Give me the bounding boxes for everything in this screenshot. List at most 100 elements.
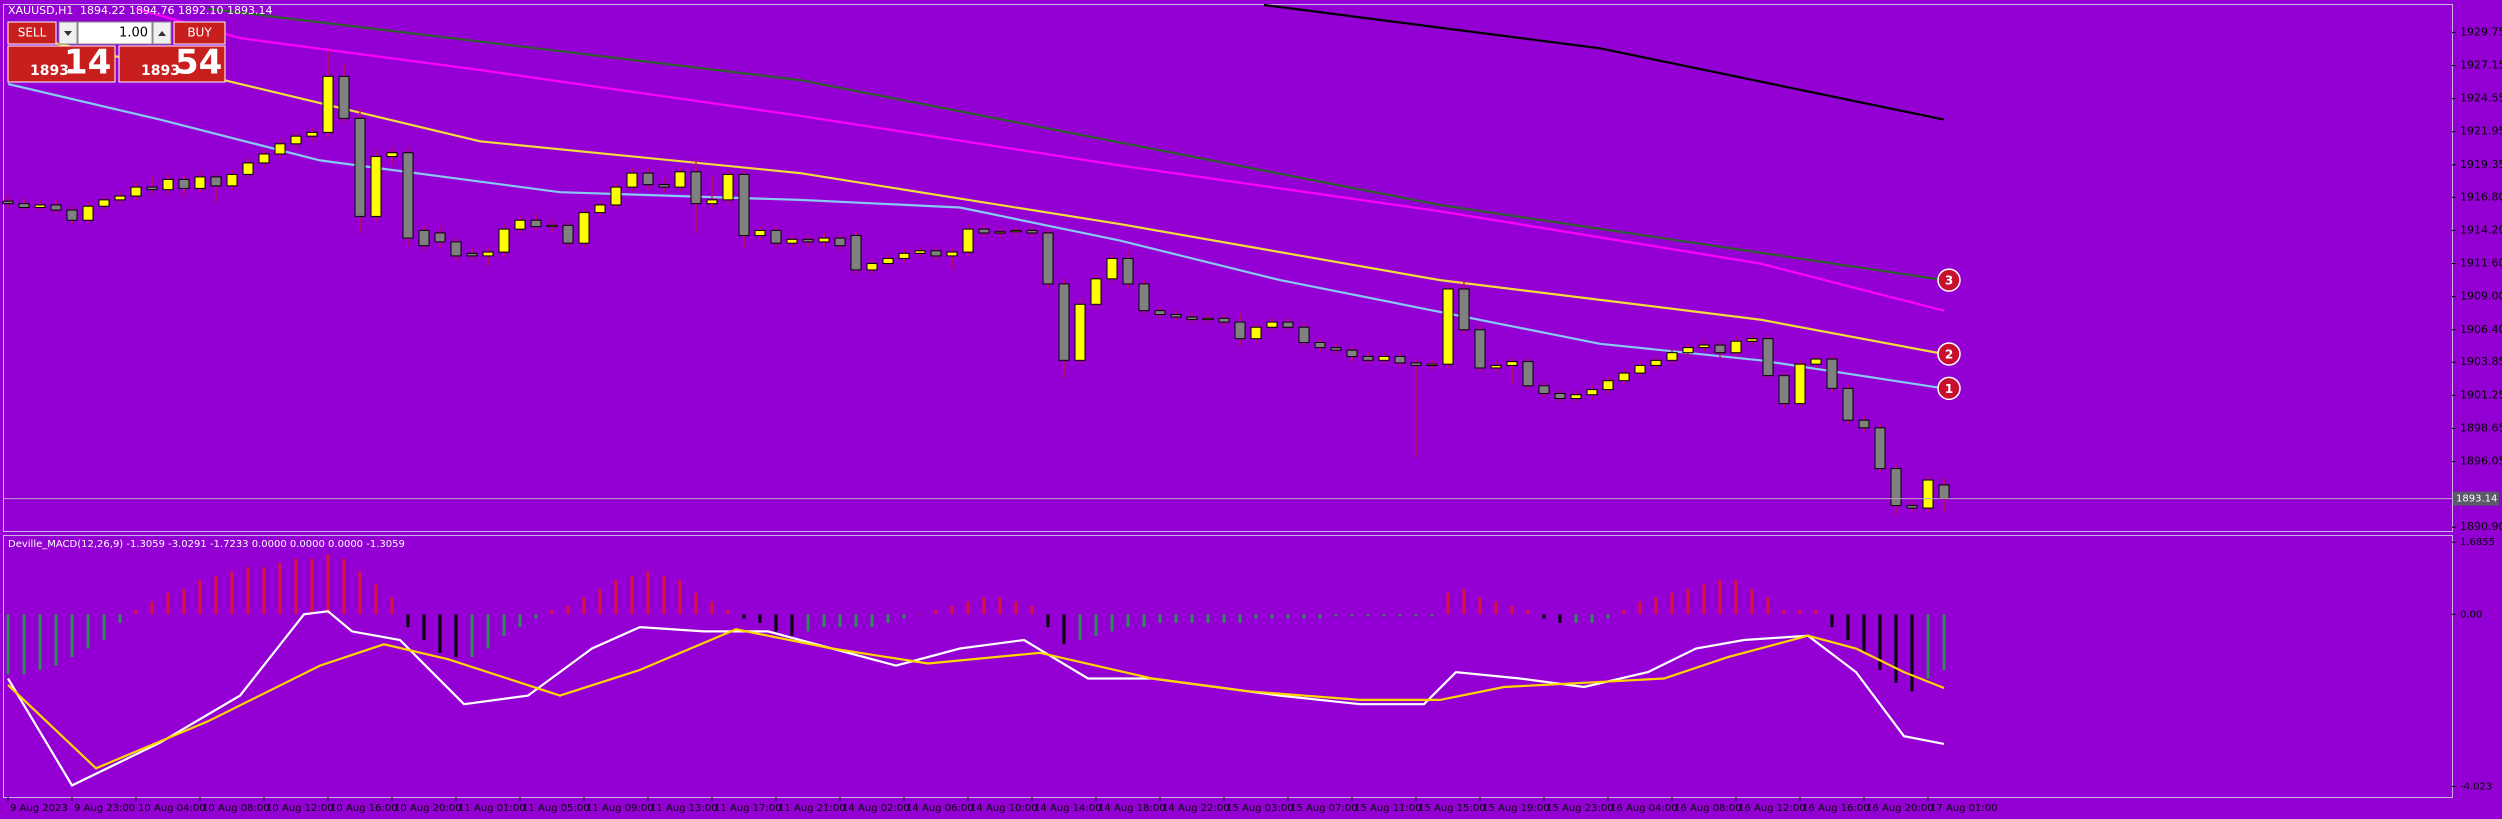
candle-body <box>1186 316 1198 321</box>
candle-body <box>210 176 222 187</box>
candle-body <box>50 204 62 211</box>
histogram-bar <box>998 597 1002 615</box>
x-tick-label: 10 Aug 08:00 <box>202 803 269 814</box>
histogram-bar <box>1542 614 1546 619</box>
histogram-bar <box>390 597 394 615</box>
indicator-line <box>7 31 1945 356</box>
candle-body <box>1010 229 1022 233</box>
candle-body <box>1522 361 1534 387</box>
candle-body <box>722 173 734 201</box>
candle-body <box>1762 338 1774 377</box>
histogram-bar <box>102 614 106 640</box>
x-tick-label: 10 Aug 12:00 <box>266 803 333 814</box>
histogram-bar <box>1766 597 1770 615</box>
candle-body <box>2 200 14 205</box>
x-tick-label: 14 Aug 18:00 <box>1098 803 1165 814</box>
histogram-bar <box>166 592 170 615</box>
histogram-bar <box>1782 610 1786 615</box>
histogram-bar <box>1382 614 1386 617</box>
y-tick-label: 1914.20 <box>2460 223 2502 236</box>
candle-body <box>914 250 926 254</box>
x-tick-label: 15 Aug 03:00 <box>1226 803 1293 814</box>
candle-body <box>1714 344 1726 354</box>
y-tick-label: 1909.00 <box>2460 290 2502 303</box>
candle-body <box>18 203 30 209</box>
histogram-bar <box>886 614 890 623</box>
histogram-bar <box>518 614 522 628</box>
histogram-bar <box>902 614 906 619</box>
histogram-bar <box>230 571 234 615</box>
y-tick-label: 1.6855 <box>2460 537 2495 548</box>
bid-box[interactable] <box>7 45 116 83</box>
candle-body <box>1250 326 1262 340</box>
histogram-bar <box>598 588 602 615</box>
histogram-bar <box>1670 592 1674 615</box>
indicator-line <box>7 610 1945 787</box>
candle-body <box>354 117 366 217</box>
histogram-bar <box>1462 588 1466 615</box>
x-tick-label: 16 Aug 16:00 <box>1802 803 1869 814</box>
y-tick-label: 1898.65 <box>2460 421 2502 434</box>
histogram-bar <box>1206 614 1210 623</box>
candle-body <box>930 250 942 257</box>
histogram-bar <box>1526 610 1530 615</box>
candle-body <box>546 224 558 228</box>
x-tick-label: 15 Aug 15:00 <box>1418 803 1485 814</box>
level-marker-label: 2 <box>1945 347 1953 361</box>
candle-body <box>146 186 158 191</box>
plot-layer: 1929.75 1927.15 1924.55 1921.95 1919.35 1916.… <box>2 3 2502 814</box>
histogram-bar <box>1334 614 1338 617</box>
histogram-bar <box>1830 614 1834 628</box>
ask-box[interactable] <box>118 45 226 83</box>
candle-body <box>1330 347 1342 351</box>
up-arrow <box>158 31 166 36</box>
x-tick-label: 14 Aug 22:00 <box>1162 803 1229 814</box>
histogram-bar <box>342 558 346 615</box>
buy-button[interactable] <box>173 21 226 45</box>
candle-body <box>786 238 798 244</box>
histogram-bar <box>1014 601 1018 615</box>
histogram-bar <box>982 597 986 615</box>
candle-body <box>482 251 494 257</box>
candle-body <box>1426 363 1438 366</box>
histogram-bar <box>118 614 122 623</box>
histogram-bar <box>326 554 330 615</box>
histogram-bar <box>214 575 218 615</box>
candle-body <box>1538 385 1550 394</box>
histogram-bar <box>1142 614 1146 628</box>
level-marker-label: 3 <box>1945 274 1953 288</box>
x-tick-label: 11 Aug 21:00 <box>778 803 845 814</box>
candle-body <box>338 75 350 119</box>
histogram-bar <box>1190 614 1194 623</box>
histogram-bar <box>838 614 842 628</box>
histogram-bar <box>1638 601 1642 615</box>
candle-body <box>1410 362 1422 366</box>
indicator-line <box>7 628 1945 770</box>
candle-body <box>290 135 302 145</box>
sell-button[interactable] <box>7 21 57 45</box>
histogram-bar <box>774 614 778 632</box>
candle-body <box>1570 394 1582 400</box>
indicator-line <box>207 7 1945 282</box>
histogram-bar <box>22 614 26 675</box>
candle-body <box>1650 359 1662 366</box>
histogram-bar <box>198 580 202 615</box>
candle-body <box>1106 257 1118 280</box>
histogram-bar <box>582 597 586 615</box>
lot-input[interactable] <box>77 21 153 45</box>
histogram-bar <box>1062 614 1066 645</box>
candle-body <box>834 237 846 247</box>
candle-body <box>226 173 238 187</box>
candle-body <box>1058 283 1070 361</box>
candle-body <box>1922 479 1934 509</box>
last-price-label: 1893.14 <box>2456 494 2497 505</box>
histogram-bar <box>150 601 154 615</box>
histogram-bar <box>694 592 698 615</box>
histogram-bar <box>1478 597 1482 615</box>
candle-body <box>1314 342 1326 349</box>
histogram-bar <box>1510 605 1514 615</box>
candle-body <box>514 219 526 230</box>
x-tick-label: 15 Aug 11:00 <box>1354 803 1421 814</box>
histogram-bar <box>1318 614 1322 619</box>
